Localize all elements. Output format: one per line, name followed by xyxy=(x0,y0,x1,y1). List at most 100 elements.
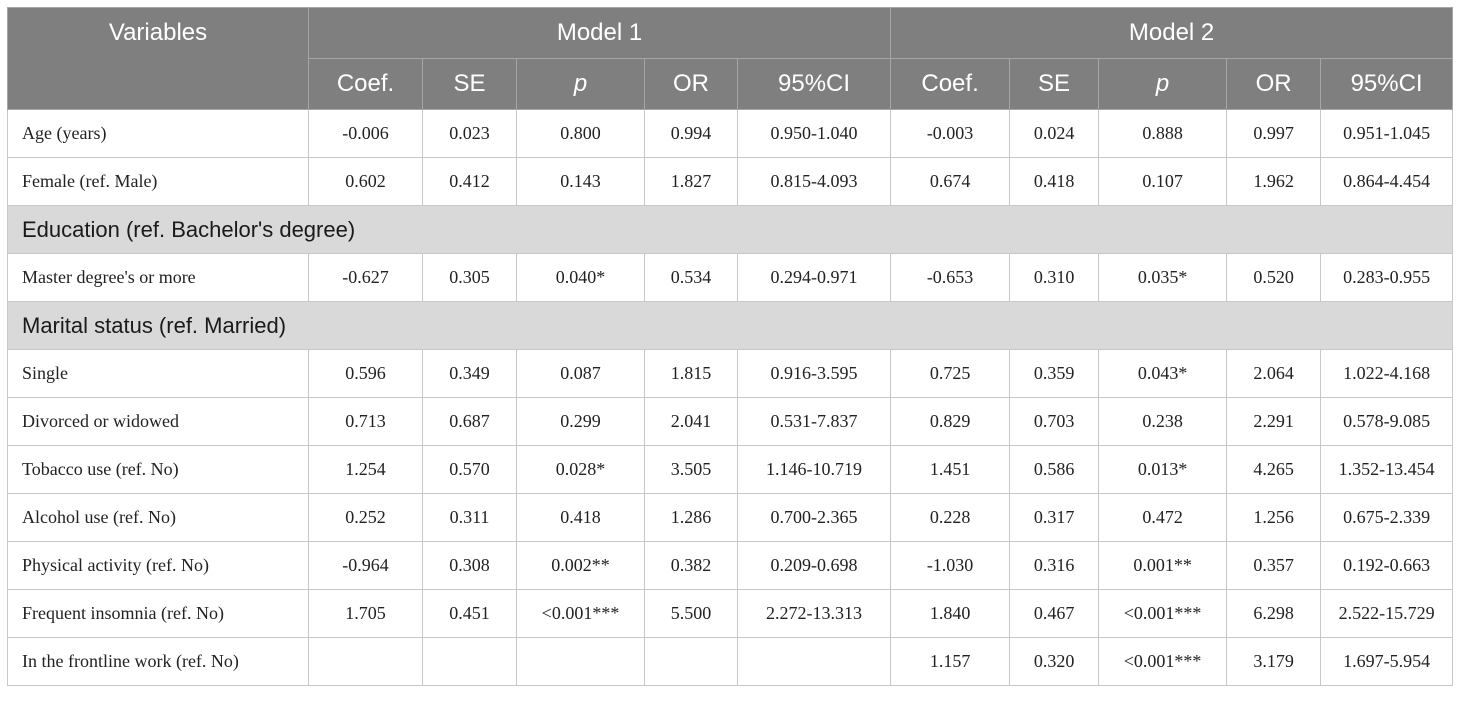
header-m2-or: OR xyxy=(1226,58,1322,110)
m2-ci-cell: 0.864-4.454 xyxy=(1320,157,1454,206)
m2-or-cell: 1.256 xyxy=(1226,493,1322,542)
header-model-1: Model 1 xyxy=(307,7,892,59)
m1-p-cell xyxy=(516,637,645,686)
row-label: Age (years) xyxy=(7,109,309,158)
m2-p-cell: 0.107 xyxy=(1098,157,1228,206)
m1-or-cell: 5.500 xyxy=(644,589,738,638)
header-m2-coef: Coef. xyxy=(890,58,1011,110)
m1-or-cell xyxy=(644,637,738,686)
m1-ci-cell: 0.209-0.698 xyxy=(736,541,892,590)
m1-p-cell: 0.800 xyxy=(516,109,645,158)
m2-se-cell: 0.467 xyxy=(1009,589,1100,638)
m1-ci-cell: 0.916-3.595 xyxy=(736,349,892,398)
table-row: Divorced or widowed 0.713 0.687 0.299 2.041 0… xyxy=(7,397,1454,446)
m1-ci-cell: 0.950-1.040 xyxy=(736,109,892,158)
m1-coef-cell: 0.602 xyxy=(308,157,423,206)
table-row: Single 0.596 0.349 0.087 1.815 0.916-3.595 0.7… xyxy=(7,349,1454,398)
m2-ci-cell: 0.283-0.955 xyxy=(1320,253,1454,302)
m2-or-cell: 2.291 xyxy=(1226,397,1322,446)
m2-se-cell: 0.317 xyxy=(1009,493,1100,542)
section-label: Marital status (ref. Married) xyxy=(6,301,1454,350)
m2-p-cell: 0.043* xyxy=(1098,349,1228,398)
header-m1-coef: Coef. xyxy=(308,58,423,110)
m1-coef-cell: -0.964 xyxy=(308,541,423,590)
row-label: Divorced or widowed xyxy=(7,397,309,446)
m1-p-cell: 0.040* xyxy=(516,253,645,302)
m1-p-cell: 0.143 xyxy=(516,157,645,206)
table-section-row: Education (ref. Bachelor's degree) xyxy=(6,205,1454,254)
m2-coef-cell: 0.674 xyxy=(890,157,1011,206)
m1-or-cell: 1.815 xyxy=(644,349,738,398)
m2-p-cell: 0.238 xyxy=(1098,397,1228,446)
m1-or-cell: 3.505 xyxy=(644,445,738,494)
row-label: Tobacco use (ref. No) xyxy=(7,445,309,494)
m1-coef-cell: 0.252 xyxy=(308,493,423,542)
m2-p-cell: 0.035* xyxy=(1098,253,1228,302)
m1-ci-cell: 0.700-2.365 xyxy=(736,493,892,542)
m2-p-cell: <0.001*** xyxy=(1098,589,1228,638)
m2-coef-cell: 0.829 xyxy=(890,397,1011,446)
table-row: Frequent insomnia (ref. No) 1.705 0.451 <0.… xyxy=(7,589,1454,638)
m1-coef-cell: -0.006 xyxy=(308,109,423,158)
m1-coef-cell: 0.713 xyxy=(308,397,423,446)
m1-se-cell: 0.412 xyxy=(422,157,517,206)
m2-se-cell: 0.310 xyxy=(1009,253,1100,302)
m1-coef-cell xyxy=(308,637,423,686)
m1-ci-cell: 0.531-7.837 xyxy=(736,397,892,446)
m2-p-cell: 0.888 xyxy=(1098,109,1228,158)
header-m1-or: OR xyxy=(644,58,738,110)
regression-table-container: Variables Model 1 Model 2 Coef. SE p OR … xyxy=(6,7,1454,686)
m1-p-cell: 0.299 xyxy=(516,397,645,446)
header-model-2: Model 2 xyxy=(890,7,1454,59)
m2-p-cell: <0.001*** xyxy=(1098,637,1228,686)
table-row: Physical activity (ref. No) -0.964 0.308 0.… xyxy=(7,541,1454,590)
row-label: Alcohol use (ref. No) xyxy=(7,493,309,542)
m1-se-cell: 0.023 xyxy=(422,109,517,158)
header-m2-ci: 95%CI xyxy=(1320,58,1454,110)
header-m1-ci: 95%CI xyxy=(736,58,892,110)
m2-p-cell: 0.013* xyxy=(1098,445,1228,494)
m2-se-cell: 0.418 xyxy=(1009,157,1100,206)
m1-p-cell: 0.002** xyxy=(516,541,645,590)
m2-or-cell: 4.265 xyxy=(1226,445,1322,494)
m1-ci-cell: 2.272-13.313 xyxy=(736,589,892,638)
m2-ci-cell: 1.697-5.954 xyxy=(1320,637,1454,686)
m2-coef-cell: -0.003 xyxy=(890,109,1011,158)
table-row: Tobacco use (ref. No) 1.254 0.570 0.028* 3.5… xyxy=(7,445,1454,494)
header-m2-se: SE xyxy=(1009,58,1100,110)
m2-coef-cell: -1.030 xyxy=(890,541,1011,590)
m1-p-cell: 0.418 xyxy=(516,493,645,542)
table-row: Female (ref. Male) 0.602 0.412 0.143 1.827 0.… xyxy=(7,157,1454,206)
m2-or-cell: 2.064 xyxy=(1226,349,1322,398)
row-label: Physical activity (ref. No) xyxy=(7,541,309,590)
m2-ci-cell: 0.192-0.663 xyxy=(1320,541,1454,590)
m2-coef-cell: 1.451 xyxy=(890,445,1011,494)
m1-coef-cell: 1.254 xyxy=(308,445,423,494)
m2-or-cell: 6.298 xyxy=(1226,589,1322,638)
m1-ci-cell: 0.815-4.093 xyxy=(736,157,892,206)
header-m1-se: SE xyxy=(422,58,517,110)
m2-se-cell: 0.024 xyxy=(1009,109,1100,158)
row-label: Frequent insomnia (ref. No) xyxy=(7,589,309,638)
m1-or-cell: 0.382 xyxy=(644,541,738,590)
m2-or-cell: 1.962 xyxy=(1226,157,1322,206)
m1-coef-cell: 0.596 xyxy=(308,349,423,398)
table-body: Age (years) -0.006 0.023 0.800 0.994 0.950-1.… xyxy=(6,109,1454,686)
table-header: Variables Model 1 Model 2 Coef. SE p OR … xyxy=(7,7,1454,110)
m2-ci-cell: 0.951-1.045 xyxy=(1320,109,1454,158)
table-row: Alcohol use (ref. No) 0.252 0.311 0.418 1.28… xyxy=(7,493,1454,542)
row-label: Single xyxy=(7,349,309,398)
table-row: Master degree's or more -0.627 0.305 0.040*… xyxy=(7,253,1454,302)
m2-coef-cell: -0.653 xyxy=(890,253,1011,302)
m2-p-cell: 0.472 xyxy=(1098,493,1228,542)
m1-se-cell: 0.305 xyxy=(422,253,517,302)
table-row: Age (years) -0.006 0.023 0.800 0.994 0.950-1.… xyxy=(7,109,1454,158)
row-label: In the frontline work (ref. No) xyxy=(7,637,309,686)
m2-ci-cell: 0.675-2.339 xyxy=(1320,493,1454,542)
m1-se-cell xyxy=(422,637,517,686)
section-label: Education (ref. Bachelor's degree) xyxy=(6,205,1454,254)
m2-coef-cell: 1.157 xyxy=(890,637,1011,686)
m1-coef-cell: 1.705 xyxy=(308,589,423,638)
m2-se-cell: 0.703 xyxy=(1009,397,1100,446)
m2-coef-cell: 0.725 xyxy=(890,349,1011,398)
